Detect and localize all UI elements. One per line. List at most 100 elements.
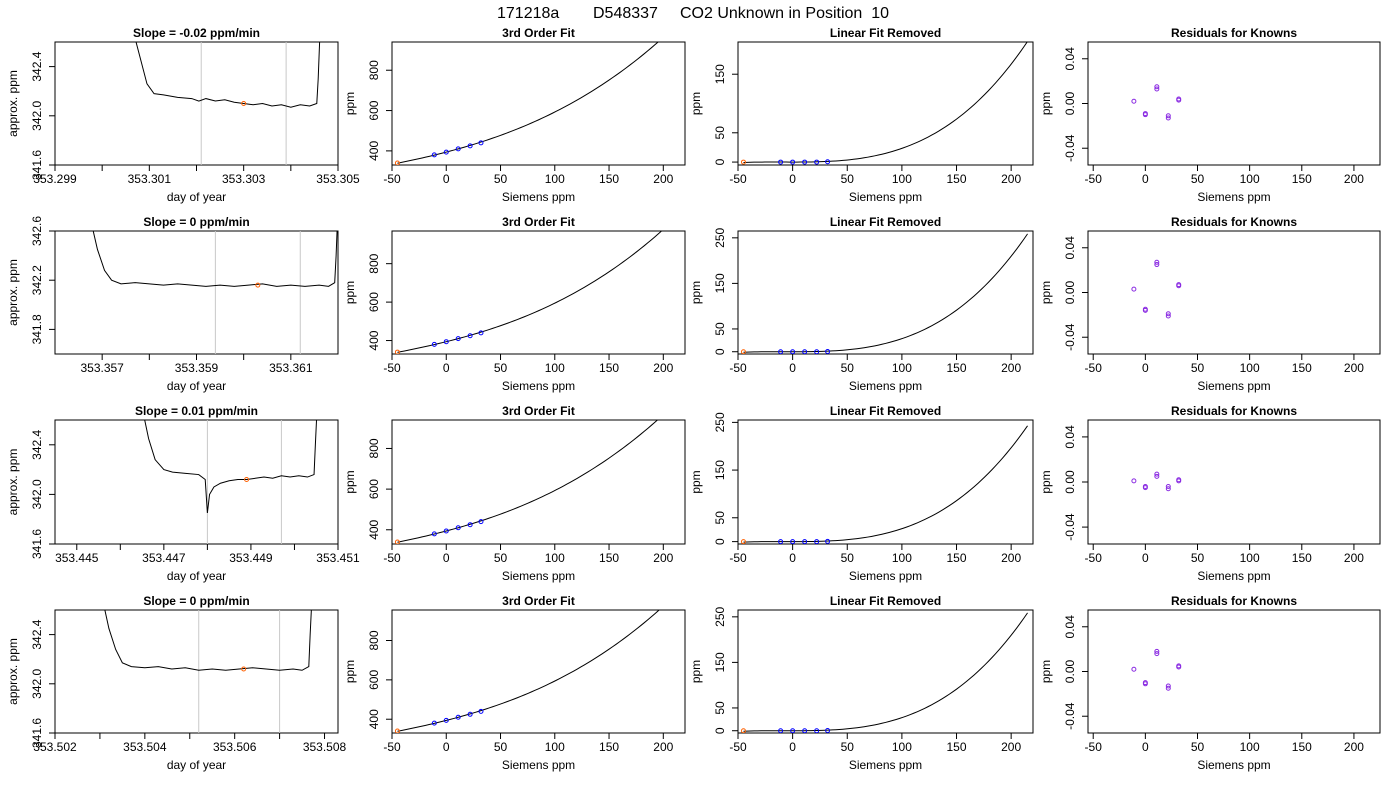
- x-tick-label: 50: [841, 361, 855, 375]
- x-tick-label: 150: [599, 172, 619, 186]
- panel-title: Slope = -0.02 ppm/min: [133, 26, 260, 40]
- plot-frame: [737, 230, 1034, 355]
- known-standard-point: [467, 333, 473, 339]
- known-standard-point: [478, 708, 484, 714]
- unknown-point-marker: [394, 539, 400, 544]
- plot-area: [144, 420, 318, 544]
- y-tick-label: 600: [367, 670, 381, 690]
- known-standard-point: [802, 728, 808, 733]
- plot-area: [92, 231, 338, 354]
- residual-point: [1154, 86, 1160, 92]
- unknown-point-marker: [740, 349, 746, 354]
- plot-frame: [1087, 41, 1381, 166]
- plot-area: [104, 610, 312, 733]
- y-tick-label: 342.2: [30, 265, 44, 295]
- x-tick-label: 353.451: [316, 551, 360, 565]
- y-axis-label: ppm: [1039, 660, 1053, 683]
- unknown-point-marker: [740, 159, 746, 165]
- plot-area: [740, 233, 1028, 354]
- x-tick-label: -50: [1085, 740, 1103, 754]
- panel-r2c1: Slope = 0 ppm/min day of year approx. ppm 3…: [6, 215, 339, 393]
- x-tick-label: 100: [545, 740, 565, 754]
- y-tick-label: 400: [367, 519, 381, 539]
- figure-description: CO2 Unknown in Position 10: [680, 5, 889, 22]
- y-tick-label: 400: [367, 709, 381, 729]
- plot-frame: [391, 41, 686, 166]
- x-tick-label: 50: [494, 551, 508, 565]
- x-tick-label: 150: [947, 551, 967, 565]
- x-tick-label: 150: [599, 551, 619, 565]
- x-tick-label: 150: [947, 740, 967, 754]
- y-tick-label: 0.00: [1063, 659, 1077, 683]
- panel-title: Linear Fit Removed: [830, 215, 941, 229]
- residual-point: [1154, 471, 1160, 477]
- figure-tank-id: D548337: [593, 5, 658, 22]
- known-standard-point: [825, 348, 831, 354]
- plot-area: [394, 420, 659, 544]
- x-tick-label: 150: [1292, 551, 1312, 565]
- panel-r4c4: Residuals for Knowns Siemens ppm ppm -50 0 50…: [1039, 594, 1381, 772]
- x-tick-label: 0: [443, 740, 450, 754]
- x-tick-label: -50: [383, 361, 401, 375]
- fit-curve: [743, 233, 1028, 353]
- x-axis-label: Siemens ppm: [849, 190, 922, 204]
- x-tick-label: 353.449: [229, 551, 273, 565]
- panel-grid: Slope = -0.02 ppm/min day of year approx. …: [6, 26, 1381, 772]
- unknown-point-marker: [740, 728, 746, 733]
- panel-title: Residuals for Knowns: [1171, 404, 1297, 418]
- x-tick-label: 200: [653, 740, 673, 754]
- panel-title: Slope = 0.01 ppm/min: [135, 404, 258, 418]
- panel-r3c4: Residuals for Knowns Siemens ppm ppm -50 0 50…: [1039, 404, 1381, 583]
- residual-point: [1154, 473, 1160, 479]
- x-tick-label: 200: [1001, 172, 1021, 186]
- x-tick-label: 50: [841, 740, 855, 754]
- x-axis-label: day of year: [167, 190, 226, 204]
- known-standard-point: [790, 539, 796, 544]
- fit-curve: [743, 425, 1028, 543]
- y-tick-label: 600: [367, 100, 381, 120]
- known-standard-point: [825, 538, 831, 544]
- unknown-point-marker: [255, 282, 261, 288]
- residual-point: [1154, 262, 1160, 268]
- residual-point: [1165, 484, 1171, 490]
- panel-title: 3rd Order Fit: [502, 594, 575, 608]
- panel-title: 3rd Order Fit: [502, 26, 575, 40]
- residual-point: [1176, 283, 1182, 289]
- x-tick-label: 100: [545, 361, 565, 375]
- x-tick-label: 150: [1292, 740, 1312, 754]
- x-tick-label: 353.445: [55, 551, 99, 565]
- residual-point: [1176, 97, 1182, 103]
- x-tick-label: 0: [443, 361, 450, 375]
- known-standard-point: [778, 728, 784, 733]
- x-tick-label: 150: [947, 361, 967, 375]
- residual-point: [1131, 478, 1137, 484]
- fit-curve: [397, 420, 659, 543]
- x-tick-label: 100: [892, 172, 912, 186]
- y-tick-label: 250: [713, 607, 727, 627]
- panel-title: Residuals for Knowns: [1171, 26, 1297, 40]
- fit-curve: [397, 42, 659, 164]
- x-tick-label: 0: [789, 361, 796, 375]
- x-tick-label: 200: [1344, 740, 1364, 754]
- known-standard-point: [455, 336, 461, 342]
- unknown-point-marker: [244, 477, 250, 483]
- x-tick-label: 0: [1142, 361, 1149, 375]
- x-tick-label: 200: [1344, 172, 1364, 186]
- x-tick-label: 100: [1240, 172, 1260, 186]
- x-tick-label: 353.305: [316, 172, 360, 186]
- known-standard-point: [455, 525, 461, 531]
- plot-area: [740, 425, 1028, 544]
- x-tick-label: -50: [729, 551, 747, 565]
- x-tick-label: 150: [599, 361, 619, 375]
- x-tick-label: 353.508: [303, 740, 347, 754]
- analyzer-trace: [144, 420, 318, 514]
- known-standard-point: [825, 159, 831, 165]
- known-standard-point: [443, 339, 449, 345]
- x-axis-label: Siemens ppm: [1197, 190, 1270, 204]
- residual-point: [1165, 311, 1171, 317]
- residual-point: [1176, 664, 1182, 670]
- panel-title: Linear Fit Removed: [830, 26, 941, 40]
- plot-frame: [391, 609, 686, 734]
